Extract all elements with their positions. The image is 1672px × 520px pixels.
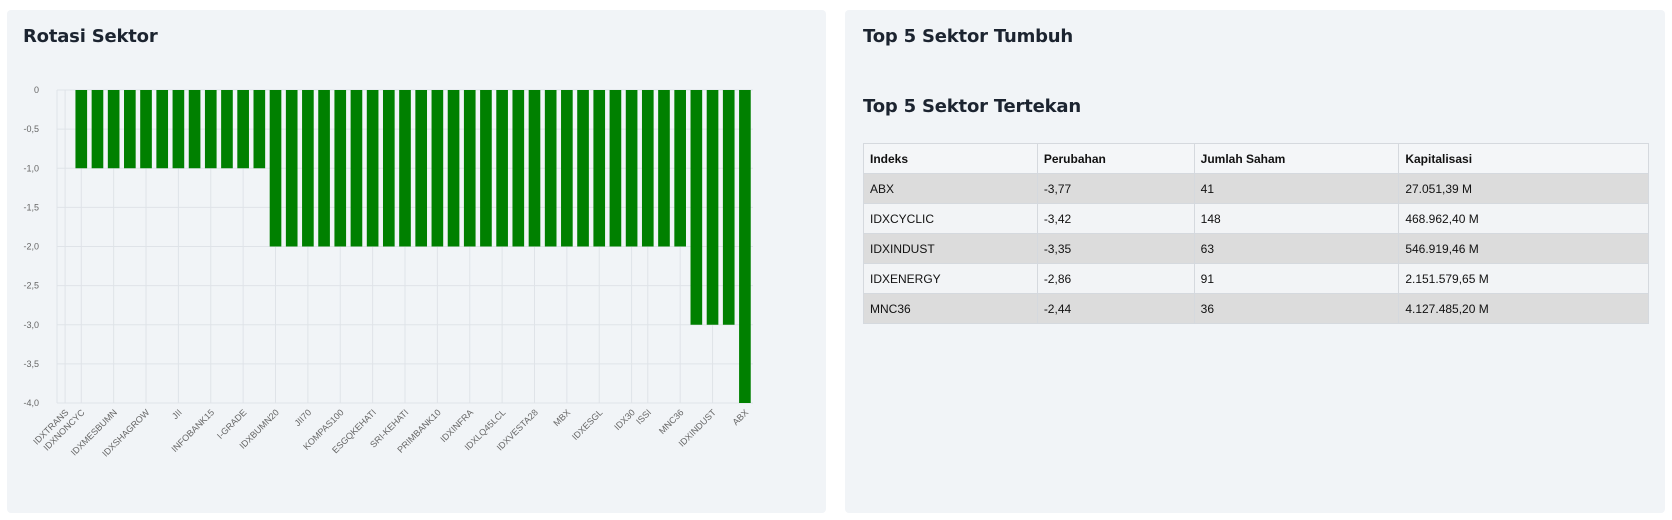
cell-kapitalisasi: 27.051,39 M xyxy=(1398,173,1649,204)
cell-jumlah-saham: 91 xyxy=(1193,263,1400,294)
x-tick-label: IDXESGL xyxy=(570,407,605,442)
bar-issi[interactable] xyxy=(641,90,654,247)
table-header-row: Indeks Perubahan Jumlah Saham Kapitalisa… xyxy=(863,143,1649,174)
x-tick-label: ABX xyxy=(731,407,751,427)
bar-idx30[interactable] xyxy=(625,90,638,247)
cell-perubahan: -2,86 xyxy=(1036,263,1195,294)
bar-idx80[interactable] xyxy=(658,90,670,247)
bar-abx[interactable] xyxy=(739,90,751,403)
sector-rotation-panel: Rotasi Sektor 0 -0,5 -1,0 -1,5 -2,0 -2,5 -3,0 -… xyxy=(7,10,826,513)
bar-idxpropert[interactable] xyxy=(156,90,169,169)
bar-idxesgl[interactable] xyxy=(593,90,606,247)
cell-jumlah-saham: 36 xyxy=(1193,293,1400,324)
bar-idxv30[interactable] xyxy=(447,90,460,247)
cell-perubahan: -3,35 xyxy=(1036,233,1195,264)
bar-idxnoncyc[interactable] xyxy=(75,90,88,169)
table-row: ABX -3,77 41 27.051,39 M xyxy=(863,173,1649,204)
bar-idxtechno[interactable] xyxy=(124,90,136,169)
x-tick-label: JII70 xyxy=(292,407,313,428)
bar-kompas100[interactable] xyxy=(334,90,347,247)
bar-mbx[interactable] xyxy=(561,90,573,247)
bar-lq45[interactable] xyxy=(221,90,233,169)
x-tick-label: MBX xyxy=(551,407,572,428)
top-sectors-panel: Top 5 Sektor Tumbuh Top 5 Sektor Terteka… xyxy=(845,10,1665,513)
x-tick-label: I-GRADE xyxy=(215,407,249,441)
cell-kapitalisasi: 4.127.485,20 M xyxy=(1398,293,1649,324)
bar-idxsmc-liq[interactable] xyxy=(415,90,428,247)
cell-indeks: ABX xyxy=(863,173,1038,204)
cell-indeks: MNC36 xyxy=(863,293,1038,324)
bar-esgskehati[interactable] xyxy=(512,90,525,247)
cell-perubahan: -2,44 xyxy=(1036,293,1195,324)
y-tick-label: -0,5 xyxy=(23,124,39,134)
cell-jumlah-saham: 148 xyxy=(1193,203,1400,234)
bar-idxbumn20[interactable] xyxy=(269,90,282,247)
header-perubahan: Perubahan xyxy=(1036,143,1195,174)
cell-jumlah-saham: 63 xyxy=(1193,233,1400,264)
x-tick-label: JII xyxy=(170,407,184,421)
x-tick-label: MNC36 xyxy=(657,407,686,436)
header-indeks: Indeks xyxy=(863,143,1038,174)
y-tick-label: 0 xyxy=(34,85,39,95)
bar-idxindust[interactable] xyxy=(706,90,719,325)
y-tick-label: -1,5 xyxy=(23,202,39,212)
bar-idxlq45lcl[interactable] xyxy=(496,90,508,247)
y-tick-label: -1,0 xyxy=(23,163,39,173)
y-tick-label: -2,5 xyxy=(23,281,39,291)
bar-primbank10[interactable] xyxy=(431,90,444,247)
bar-sminfra18[interactable] xyxy=(318,90,330,247)
cell-indeks: IDXINDUST xyxy=(863,233,1038,264)
y-tick-label: -4,0 xyxy=(23,398,39,408)
bar-idxsmc-com[interactable] xyxy=(544,90,557,247)
cell-perubahan: -3,77 xyxy=(1036,173,1195,204)
bar-idxshagrow[interactable] xyxy=(140,90,152,169)
bar-jii[interactable] xyxy=(172,90,185,169)
cell-kapitalisasi: 2.151.579,65 M xyxy=(1398,263,1649,294)
table-row: IDXCYCLIC -3,42 148 468.962,40 M xyxy=(863,203,1649,234)
table-row: IDXINDUST -3,35 63 546.919,46 M xyxy=(863,233,1649,264)
bar-idxg30[interactable] xyxy=(382,90,395,247)
bar-idxvesta28[interactable] xyxy=(528,90,541,247)
top-losers-table: Indeks Perubahan Jumlah Saham Kapitalisa… xyxy=(863,143,1649,324)
top-gainers-title: Top 5 Sektor Tumbuh xyxy=(863,26,1074,47)
cell-kapitalisasi: 546.919,46 M xyxy=(1398,233,1649,264)
bar-idxfinance[interactable] xyxy=(285,90,298,247)
y-tick-label: -3,0 xyxy=(23,320,39,330)
bar-dbx[interactable] xyxy=(577,90,589,247)
bar-infobank15[interactable] xyxy=(204,90,217,169)
cell-jumlah-saham: 41 xyxy=(1193,173,1400,204)
cell-indeks: IDXENERGY xyxy=(863,263,1038,294)
header-kapitalisasi: Kapitalisasi xyxy=(1398,143,1649,174)
y-tick-label: -3,5 xyxy=(23,359,39,369)
bar-idxenergy[interactable] xyxy=(690,90,703,325)
cell-indeks: IDXCYCLIC xyxy=(863,203,1038,234)
bar-idxhidiv20[interactable] xyxy=(350,90,363,247)
bar-idxbasic[interactable] xyxy=(188,90,201,169)
top-losers-title: Top 5 Sektor Tertekan xyxy=(863,96,1081,117)
bar-idxq30[interactable] xyxy=(253,90,266,169)
table-row: MNC36 -2,44 36 4.127.485,20 M xyxy=(863,293,1649,324)
bar-idxhealth[interactable] xyxy=(91,90,104,169)
bar-sri-kehati[interactable] xyxy=(399,90,411,247)
x-tick-label: ISSI xyxy=(634,407,653,426)
cell-perubahan: -3,42 xyxy=(1036,203,1195,234)
sector-rotation-chart: 0-0,5-1,0-1,5-2,0-2,5-3,0-3,5-4,0 IDXTRA… xyxy=(23,85,753,459)
bar-idxmesbumn[interactable] xyxy=(107,90,120,169)
chart-title: Rotasi Sektor xyxy=(23,26,158,47)
bar-idxinfra[interactable] xyxy=(463,90,476,247)
bar-i-grade[interactable] xyxy=(237,90,249,169)
bar-idxhidiv[interactable] xyxy=(609,90,622,247)
y-tick-label: -2,0 xyxy=(23,242,39,252)
bar-esgqkehati[interactable] xyxy=(366,90,379,247)
header-jumlah-saham: Jumlah Saham xyxy=(1193,143,1400,174)
bar-mnc36[interactable] xyxy=(674,90,686,247)
bar-jii70[interactable] xyxy=(302,90,314,247)
bar-bisnis-27[interactable] xyxy=(480,90,492,247)
table-row: IDXENERGY -2,86 91 2.151.579,65 M xyxy=(863,263,1649,294)
bar-idxcyclic[interactable] xyxy=(722,90,735,325)
cell-kapitalisasi: 468.962,40 M xyxy=(1398,203,1649,234)
